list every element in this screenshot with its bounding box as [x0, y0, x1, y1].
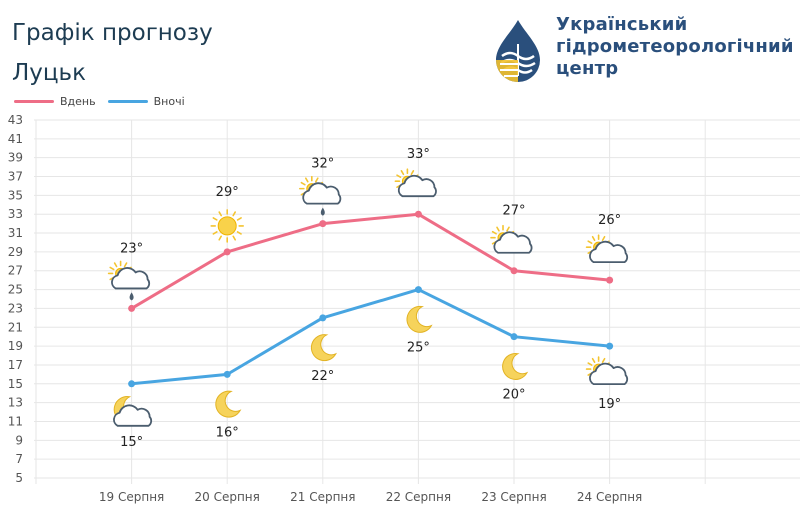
ukrhydromet-logo-icon	[496, 20, 540, 82]
city-name: Луцьк	[12, 60, 87, 86]
series-line-day	[130, 212, 612, 310]
data-point-night	[606, 342, 614, 350]
partly-cloudy-icon	[585, 234, 629, 264]
y-tick-label: 19	[8, 339, 23, 353]
data-point-night	[319, 314, 327, 322]
data-point-night	[414, 286, 422, 294]
organization-line-1: Український	[556, 14, 688, 35]
partly-cloudy-icon	[585, 356, 629, 386]
legend-swatch-night	[107, 100, 148, 103]
y-tick-label: 29	[8, 245, 23, 259]
data-label-night: 16°	[216, 425, 239, 440]
data-label-day: 32°	[311, 157, 334, 172]
y-tick-label: 35	[8, 188, 23, 202]
moon-icon	[406, 305, 433, 333]
y-tick-label: 39	[8, 151, 23, 165]
legend-label-night: Вночі	[153, 95, 185, 108]
x-tick-label: 19 Серпня	[99, 490, 164, 504]
organization-name: Український гідрометеорологічний центр	[556, 14, 794, 80]
y-tick-label: 9	[15, 433, 23, 447]
data-label-night: 15°	[120, 435, 143, 450]
data-point-day	[128, 304, 136, 312]
y-tick-label: 21	[8, 320, 23, 334]
x-tick-label: 20 Серпня	[195, 490, 260, 504]
moon-icon	[310, 334, 337, 362]
data-point-day	[510, 267, 518, 275]
partly-cloudy-icon	[394, 168, 437, 198]
data-label-night: 20°	[502, 388, 525, 403]
data-label-night: 22°	[311, 369, 334, 384]
x-tick-label: 21 Серпня	[290, 490, 355, 504]
y-tick-label: 23	[8, 301, 23, 315]
organization-line-3: центр	[556, 58, 619, 79]
legend-label-day: Вдень	[60, 95, 96, 108]
data-point-day	[606, 276, 614, 284]
data-label-day: 26°	[598, 213, 621, 228]
partly-cloudy-rain-icon	[298, 175, 342, 216]
moon-icon	[502, 352, 529, 380]
data-label-night: 19°	[598, 397, 621, 412]
data-label-day: 27°	[502, 204, 525, 219]
moon-icon	[215, 390, 242, 418]
y-tick-label: 25	[8, 283, 23, 297]
x-tick-label: 22 Серпня	[386, 490, 451, 504]
y-tick-label: 13	[8, 396, 23, 410]
legend-item-day[interactable]: Вдень	[14, 95, 96, 108]
y-tick-label: 5	[15, 471, 23, 485]
organization-line-2: гідрометеорологічний	[556, 36, 794, 57]
chart-legend: Вдень Вночі	[14, 95, 197, 108]
data-point-night	[510, 333, 518, 341]
data-point-day	[414, 210, 422, 218]
data-label-day: 29°	[216, 185, 239, 200]
x-tick-label: 23 Серпня	[481, 490, 546, 504]
data-point-day	[223, 248, 231, 256]
legend-item-night[interactable]: Вночі	[107, 95, 185, 108]
data-point-night	[223, 370, 231, 378]
legend-swatch-day	[14, 100, 54, 103]
y-tick-label: 37	[8, 170, 23, 184]
partly-cloudy-icon	[490, 224, 533, 254]
y-tick-label: 27	[8, 264, 23, 278]
y-tick-label: 33	[8, 207, 23, 221]
y-tick-label: 7	[15, 452, 23, 466]
moon-cloud-icon	[113, 396, 153, 427]
data-label-day: 33°	[407, 147, 430, 162]
x-tick-label: 24 Серпня	[577, 490, 642, 504]
data-label-night: 25°	[407, 341, 430, 356]
y-tick-label: 17	[8, 358, 23, 372]
y-tick-label: 43	[8, 113, 23, 127]
y-tick-label: 11	[8, 414, 23, 428]
y-tick-label: 31	[8, 226, 23, 240]
partly-cloudy-rain-icon	[107, 260, 151, 301]
data-label-day: 23°	[120, 241, 143, 256]
data-point-day	[319, 220, 327, 228]
data-point-night	[128, 380, 136, 388]
y-tick-label: 41	[8, 132, 23, 146]
y-tick-label: 15	[8, 377, 23, 391]
chart-title: Графік прогнозу	[12, 20, 213, 46]
series-line-night	[130, 288, 612, 386]
sun-icon	[210, 209, 244, 243]
